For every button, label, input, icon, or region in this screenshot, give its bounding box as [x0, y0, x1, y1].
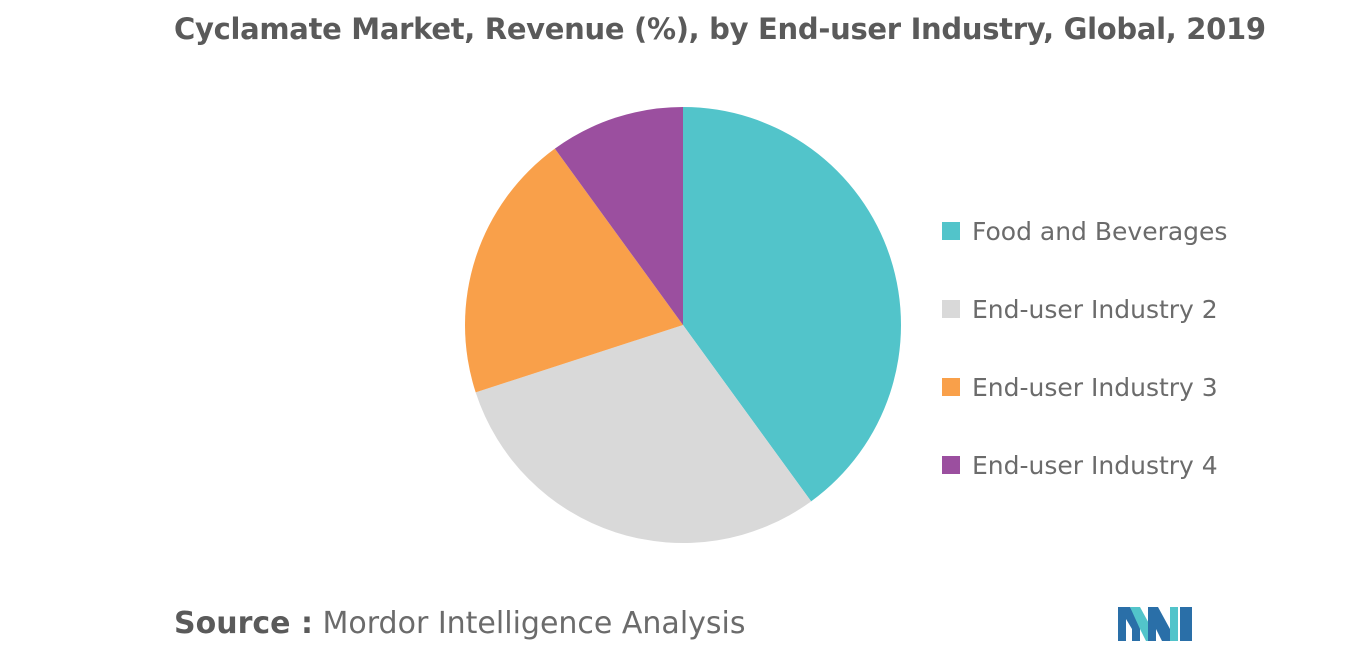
- legend-label: End-user Industry 3: [972, 372, 1218, 402]
- legend-swatch: [942, 378, 960, 396]
- pie-slice-end-user-industry-3: [464, 148, 683, 393]
- legend-item-end-user-industry-2: End-user Industry 2: [942, 270, 1227, 348]
- legend-item-food-and-beverages: Food and Beverages: [942, 192, 1227, 270]
- chart-legend: Food and Beverages End-user Industry 2 E…: [942, 192, 1227, 504]
- pie-slice-food-and-beverages: [683, 107, 901, 502]
- source-label: Source :: [174, 606, 313, 641]
- source-note: Source : Mordor Intelligence Analysis: [174, 606, 746, 641]
- pie-slice-end-user-industry-2: [475, 325, 812, 544]
- legend-swatch: [942, 456, 960, 474]
- legend-label: End-user Industry 2: [972, 294, 1218, 324]
- legend-swatch: [942, 300, 960, 318]
- mordor-intelligence-logo-icon: [1118, 607, 1192, 641]
- legend-swatch: [942, 222, 960, 240]
- pie-slice-end-user-industry-4: [554, 107, 683, 325]
- legend-item-end-user-industry-4: End-user Industry 4: [942, 426, 1227, 504]
- legend-item-end-user-industry-3: End-user Industry 3: [942, 348, 1227, 426]
- legend-label: End-user Industry 4: [972, 450, 1218, 480]
- source-text: Mordor Intelligence Analysis: [322, 606, 746, 641]
- page-title: Cyclamate Market, Revenue (%), by End-us…: [174, 12, 1266, 46]
- legend-label: Food and Beverages: [972, 216, 1228, 246]
